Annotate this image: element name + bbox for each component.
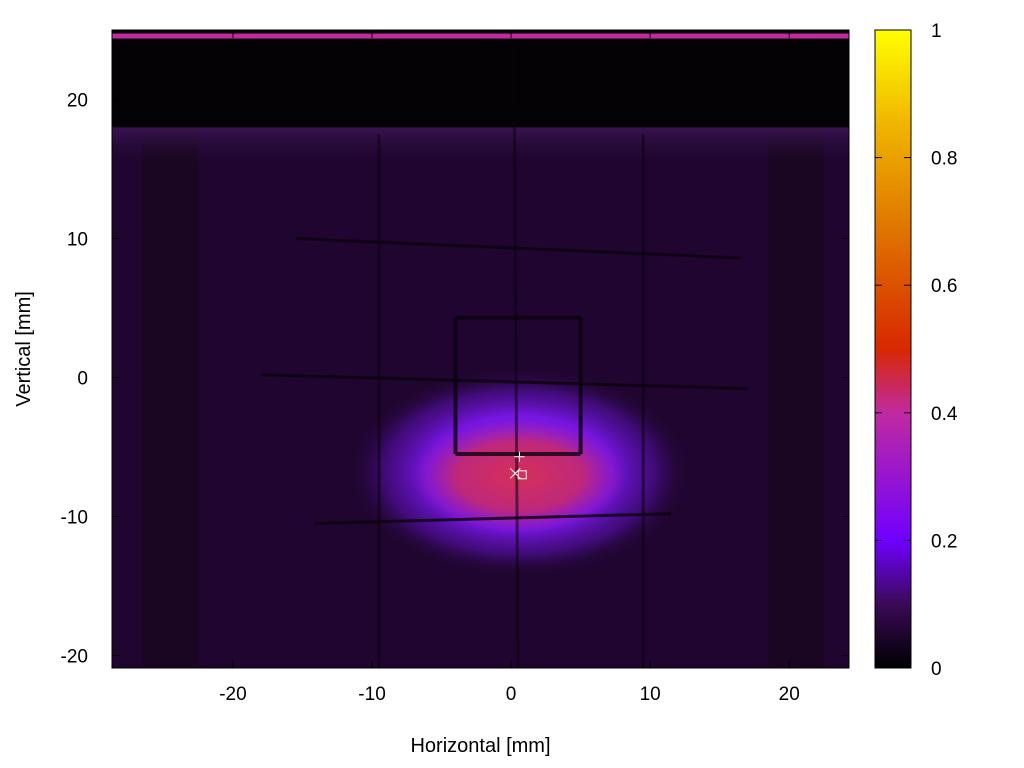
beam-spot-core [413,418,626,534]
colorbar-axis: 1 0.8 0.6 0.4 0.2 0 [875,21,958,680]
y-tick-label: 10 [67,229,88,250]
marker-square [517,470,527,480]
edge-shade [142,127,199,668]
y-tick-label: 0 [77,368,88,389]
y-tick-label: -10 [61,507,88,528]
colorbar-tick-label: 0 [931,659,942,680]
y-tick-label: 20 [67,90,88,111]
mask-shadow-line [316,512,672,525]
markers [509,451,527,480]
colorbar-frame [874,29,912,669]
x-tick-label: 10 [640,684,661,705]
y-axis: 20 10 0 -10 -20 [61,90,849,667]
colorbar-tick-label: 1 [931,21,942,42]
bright-strip [112,33,849,39]
marker-plus [514,451,525,462]
colorbar-gradient [875,30,911,668]
edge-shade [768,127,824,668]
x-tick-label: -10 [358,684,385,705]
mask-shadow-line [512,43,520,668]
dark-region [112,30,849,128]
y-axis-label: Vertical [mm] [13,291,35,407]
x-tick-label: -20 [219,684,246,705]
colorbar-tick-label: 0.8 [931,149,957,170]
colorbar-tick-label: 0.2 [931,531,957,552]
x-axis: -20 -10 0 10 20 [219,30,800,705]
colorbar-tick-label: 0.6 [931,276,957,297]
mask-shadow-line [295,236,741,260]
mask-shadow-line [260,373,748,391]
glow-band [112,127,849,162]
x-tick-label: 20 [779,684,800,705]
x-axis-label: Horizontal [mm] [410,735,550,757]
y-tick-label: -20 [61,646,88,667]
x-tick-label: 0 [506,684,517,705]
plot-frame [111,29,850,669]
heatmap-image [112,30,849,668]
colorbar-tick-label: 0.4 [931,404,958,425]
